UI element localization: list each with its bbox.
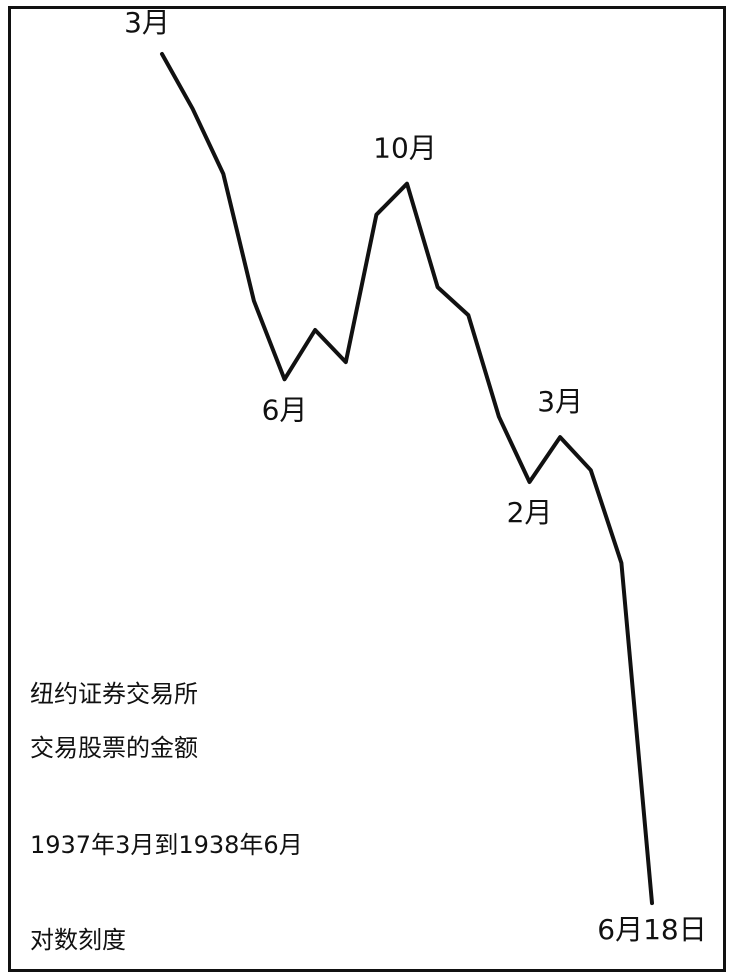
note-period: 1937年3月到1938年6月 xyxy=(30,831,303,859)
point-label-5: 6月18日 xyxy=(597,913,706,946)
note-exchange: 纽约证券交易所 xyxy=(30,680,198,708)
point-label-0: 3月 xyxy=(124,6,170,39)
chart-notes: 纽约证券交易所 交易股票的金额 1937年3月到1938年6月 对数刻度 xyxy=(30,680,303,954)
point-labels: 3月 6月 10月 2月 3月 6月18日 xyxy=(124,6,707,946)
point-label-2: 10月 xyxy=(373,132,437,165)
note-log-scale: 对数刻度 xyxy=(30,926,126,954)
point-label-4: 3月 xyxy=(537,385,583,418)
chart-frame xyxy=(8,6,726,972)
series-line xyxy=(160,52,654,906)
point-label-3: 2月 xyxy=(507,496,553,529)
point-label-1: 6月 xyxy=(262,393,308,426)
note-volume: 交易股票的金额 xyxy=(30,734,198,762)
